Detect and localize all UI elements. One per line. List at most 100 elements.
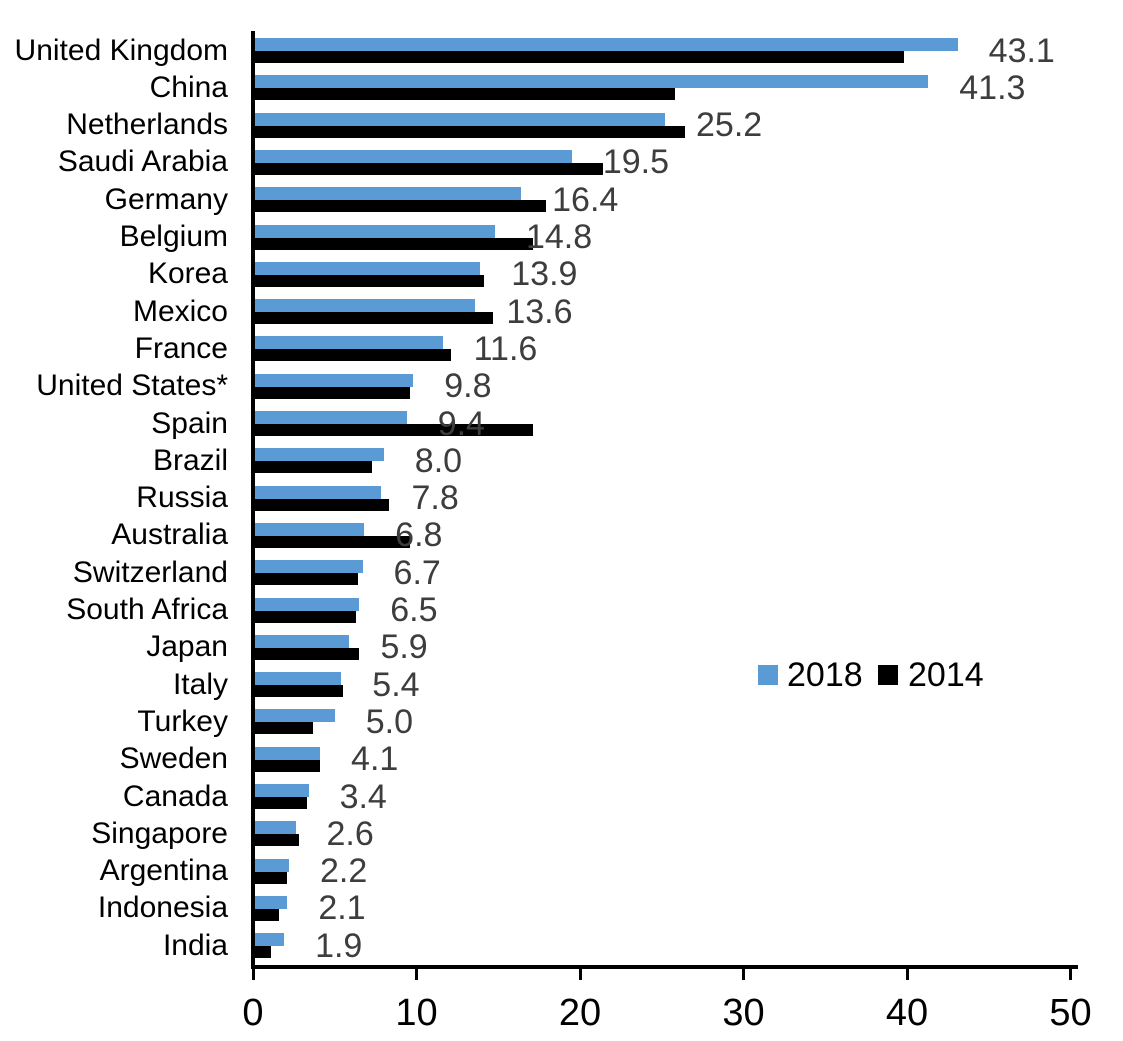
- data-label: 6.5: [390, 591, 438, 629]
- data-label: 13.6: [506, 292, 573, 331]
- bar-2014: [253, 908, 280, 921]
- bar-2014: [253, 88, 675, 101]
- x-tick: [415, 969, 418, 980]
- category-label: United Kingdom: [14, 33, 228, 67]
- bar-2014: [253, 312, 494, 325]
- bar-2014: [253, 424, 533, 436]
- bar-2014: [253, 237, 533, 250]
- bar-2014: [253, 498, 389, 511]
- category-label: Russia: [136, 481, 228, 515]
- data-label: 16.4: [552, 180, 619, 219]
- category-label: Sweden: [119, 742, 228, 776]
- category-label: Switzerland: [72, 555, 228, 589]
- bar-2018: [253, 522, 365, 536]
- bar-2018: [253, 448, 384, 462]
- x-tick: [905, 969, 909, 980]
- category-label: Turkey: [137, 704, 228, 738]
- bar-2018: [253, 485, 381, 499]
- bar-2018: [253, 261, 481, 275]
- category-label: Korea: [147, 257, 228, 291]
- category-label: Germany: [104, 182, 228, 216]
- legend-swatch-2018: [758, 665, 778, 685]
- data-label: 2.2: [319, 852, 368, 891]
- bar-2014: [253, 610, 356, 623]
- category-label: Australia: [111, 518, 228, 552]
- bar-2014: [253, 200, 546, 213]
- bar-2014: [253, 797, 307, 809]
- x-tick-label: 50: [1049, 992, 1092, 1034]
- bar-2018: [253, 112, 666, 126]
- data-label: 19.5: [602, 143, 669, 182]
- data-label: 2.1: [318, 889, 366, 928]
- data-label: 14.8: [525, 218, 593, 256]
- bar-2014: [253, 871, 288, 884]
- bar-2018: [253, 784, 309, 797]
- x-tick-label: 20: [558, 992, 602, 1034]
- data-label: 9.8: [444, 367, 492, 406]
- data-label: 11.6: [473, 329, 538, 368]
- legend-label-2014: 2014: [908, 656, 984, 694]
- data-label: 41.3: [959, 68, 1026, 107]
- data-label: 5.0: [365, 702, 414, 741]
- x-axis-line: [251, 965, 1078, 969]
- bar-2018: [253, 149, 572, 163]
- bar-2018: [253, 634, 350, 648]
- y-axis-line: [251, 31, 255, 968]
- bar-2014: [253, 125, 685, 138]
- category-label: South Africa: [66, 593, 228, 626]
- category-label: Netherlands: [66, 108, 228, 142]
- bar-2018: [253, 672, 342, 686]
- bar-2018: [253, 895, 288, 909]
- category-label: France: [134, 331, 228, 365]
- x-tick: [578, 969, 582, 980]
- bar-2018: [253, 858, 289, 872]
- category-label: India: [162, 928, 228, 962]
- data-label: 1.9: [315, 926, 363, 965]
- data-label: 7.8: [411, 479, 459, 518]
- bar-2014: [253, 461, 373, 474]
- bar-2018: [253, 75, 929, 89]
- bar-2014: [253, 759, 321, 772]
- category-label: Indonesia: [97, 891, 228, 925]
- bar-2018: [253, 560, 363, 574]
- bar-2014: [253, 162, 603, 175]
- bar-2014: [253, 573, 358, 586]
- legend-swatch-2014: [878, 665, 898, 685]
- category-label: United States*: [36, 369, 228, 403]
- data-label: 4.1: [351, 740, 399, 779]
- bar-2018: [253, 933, 285, 947]
- bar-2018: [253, 38, 958, 51]
- category-label: Spain: [151, 406, 228, 440]
- data-label: 43.1: [988, 31, 1055, 70]
- x-tick: [251, 969, 255, 980]
- data-label: 8.0: [414, 441, 463, 480]
- x-tick-label: 40: [885, 992, 929, 1034]
- bar-2014: [253, 535, 410, 548]
- category-label: Italy: [172, 667, 228, 701]
- data-label: 3.4: [339, 777, 387, 816]
- x-tick-label: 0: [242, 992, 264, 1034]
- bar-2018: [253, 821, 296, 835]
- category-label: Singapore: [91, 816, 228, 850]
- bar-2018: [253, 299, 476, 313]
- category-label: Canada: [122, 779, 228, 813]
- data-label: 5.4: [372, 665, 420, 704]
- category-label: Japan: [146, 630, 228, 664]
- data-label: 13.9: [511, 255, 578, 294]
- bar-2018: [253, 224, 495, 238]
- bar-2018: [253, 187, 522, 201]
- data-label: 5.9: [380, 628, 428, 667]
- category-label: Belgium: [119, 220, 228, 253]
- x-tick: [742, 969, 745, 980]
- category-label: Saudi Arabia: [57, 145, 228, 179]
- bar-2018: [253, 373, 414, 387]
- bar-2014: [253, 386, 410, 399]
- bar-2018: [253, 411, 407, 424]
- x-tick-label: 30: [722, 992, 765, 1034]
- category-label: Brazil: [152, 443, 228, 477]
- bar-2014: [253, 51, 904, 63]
- data-label: 6.8: [395, 516, 443, 555]
- bar-2014: [253, 274, 484, 287]
- category-label: Argentina: [99, 854, 228, 888]
